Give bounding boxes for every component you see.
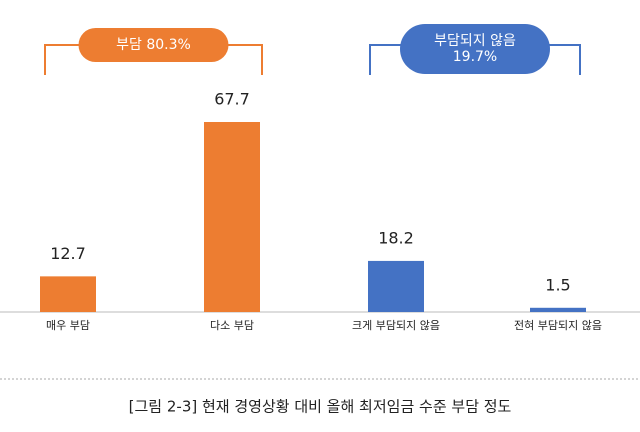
data-label: 67.7	[214, 90, 250, 109]
bar	[204, 122, 260, 312]
data-label: 12.7	[50, 244, 86, 263]
annotation-label: 부담 80.3%	[116, 37, 191, 53]
bar	[40, 276, 96, 312]
bar	[368, 260, 424, 312]
annotation-label: 19.7%	[453, 49, 497, 65]
data-label: 18.2	[378, 228, 414, 247]
data-label: 1.5	[545, 275, 570, 294]
annotation-pill	[400, 24, 550, 74]
annotation-pill	[78, 28, 229, 62]
x-tick-label: 전혀 부담되지 않음	[514, 319, 602, 332]
x-tick-label: 다소 부담	[210, 319, 254, 332]
x-tick-label: 크게 부담되지 않음	[352, 319, 440, 332]
x-tick-label: 매우 부담	[46, 319, 90, 332]
caption: [그림 2-3] 현재 경영상황 대비 올해 최저임금 수준 부담 정도	[129, 398, 512, 416]
annotation-label: 부담되지 않음	[434, 33, 516, 49]
bar	[530, 307, 586, 312]
